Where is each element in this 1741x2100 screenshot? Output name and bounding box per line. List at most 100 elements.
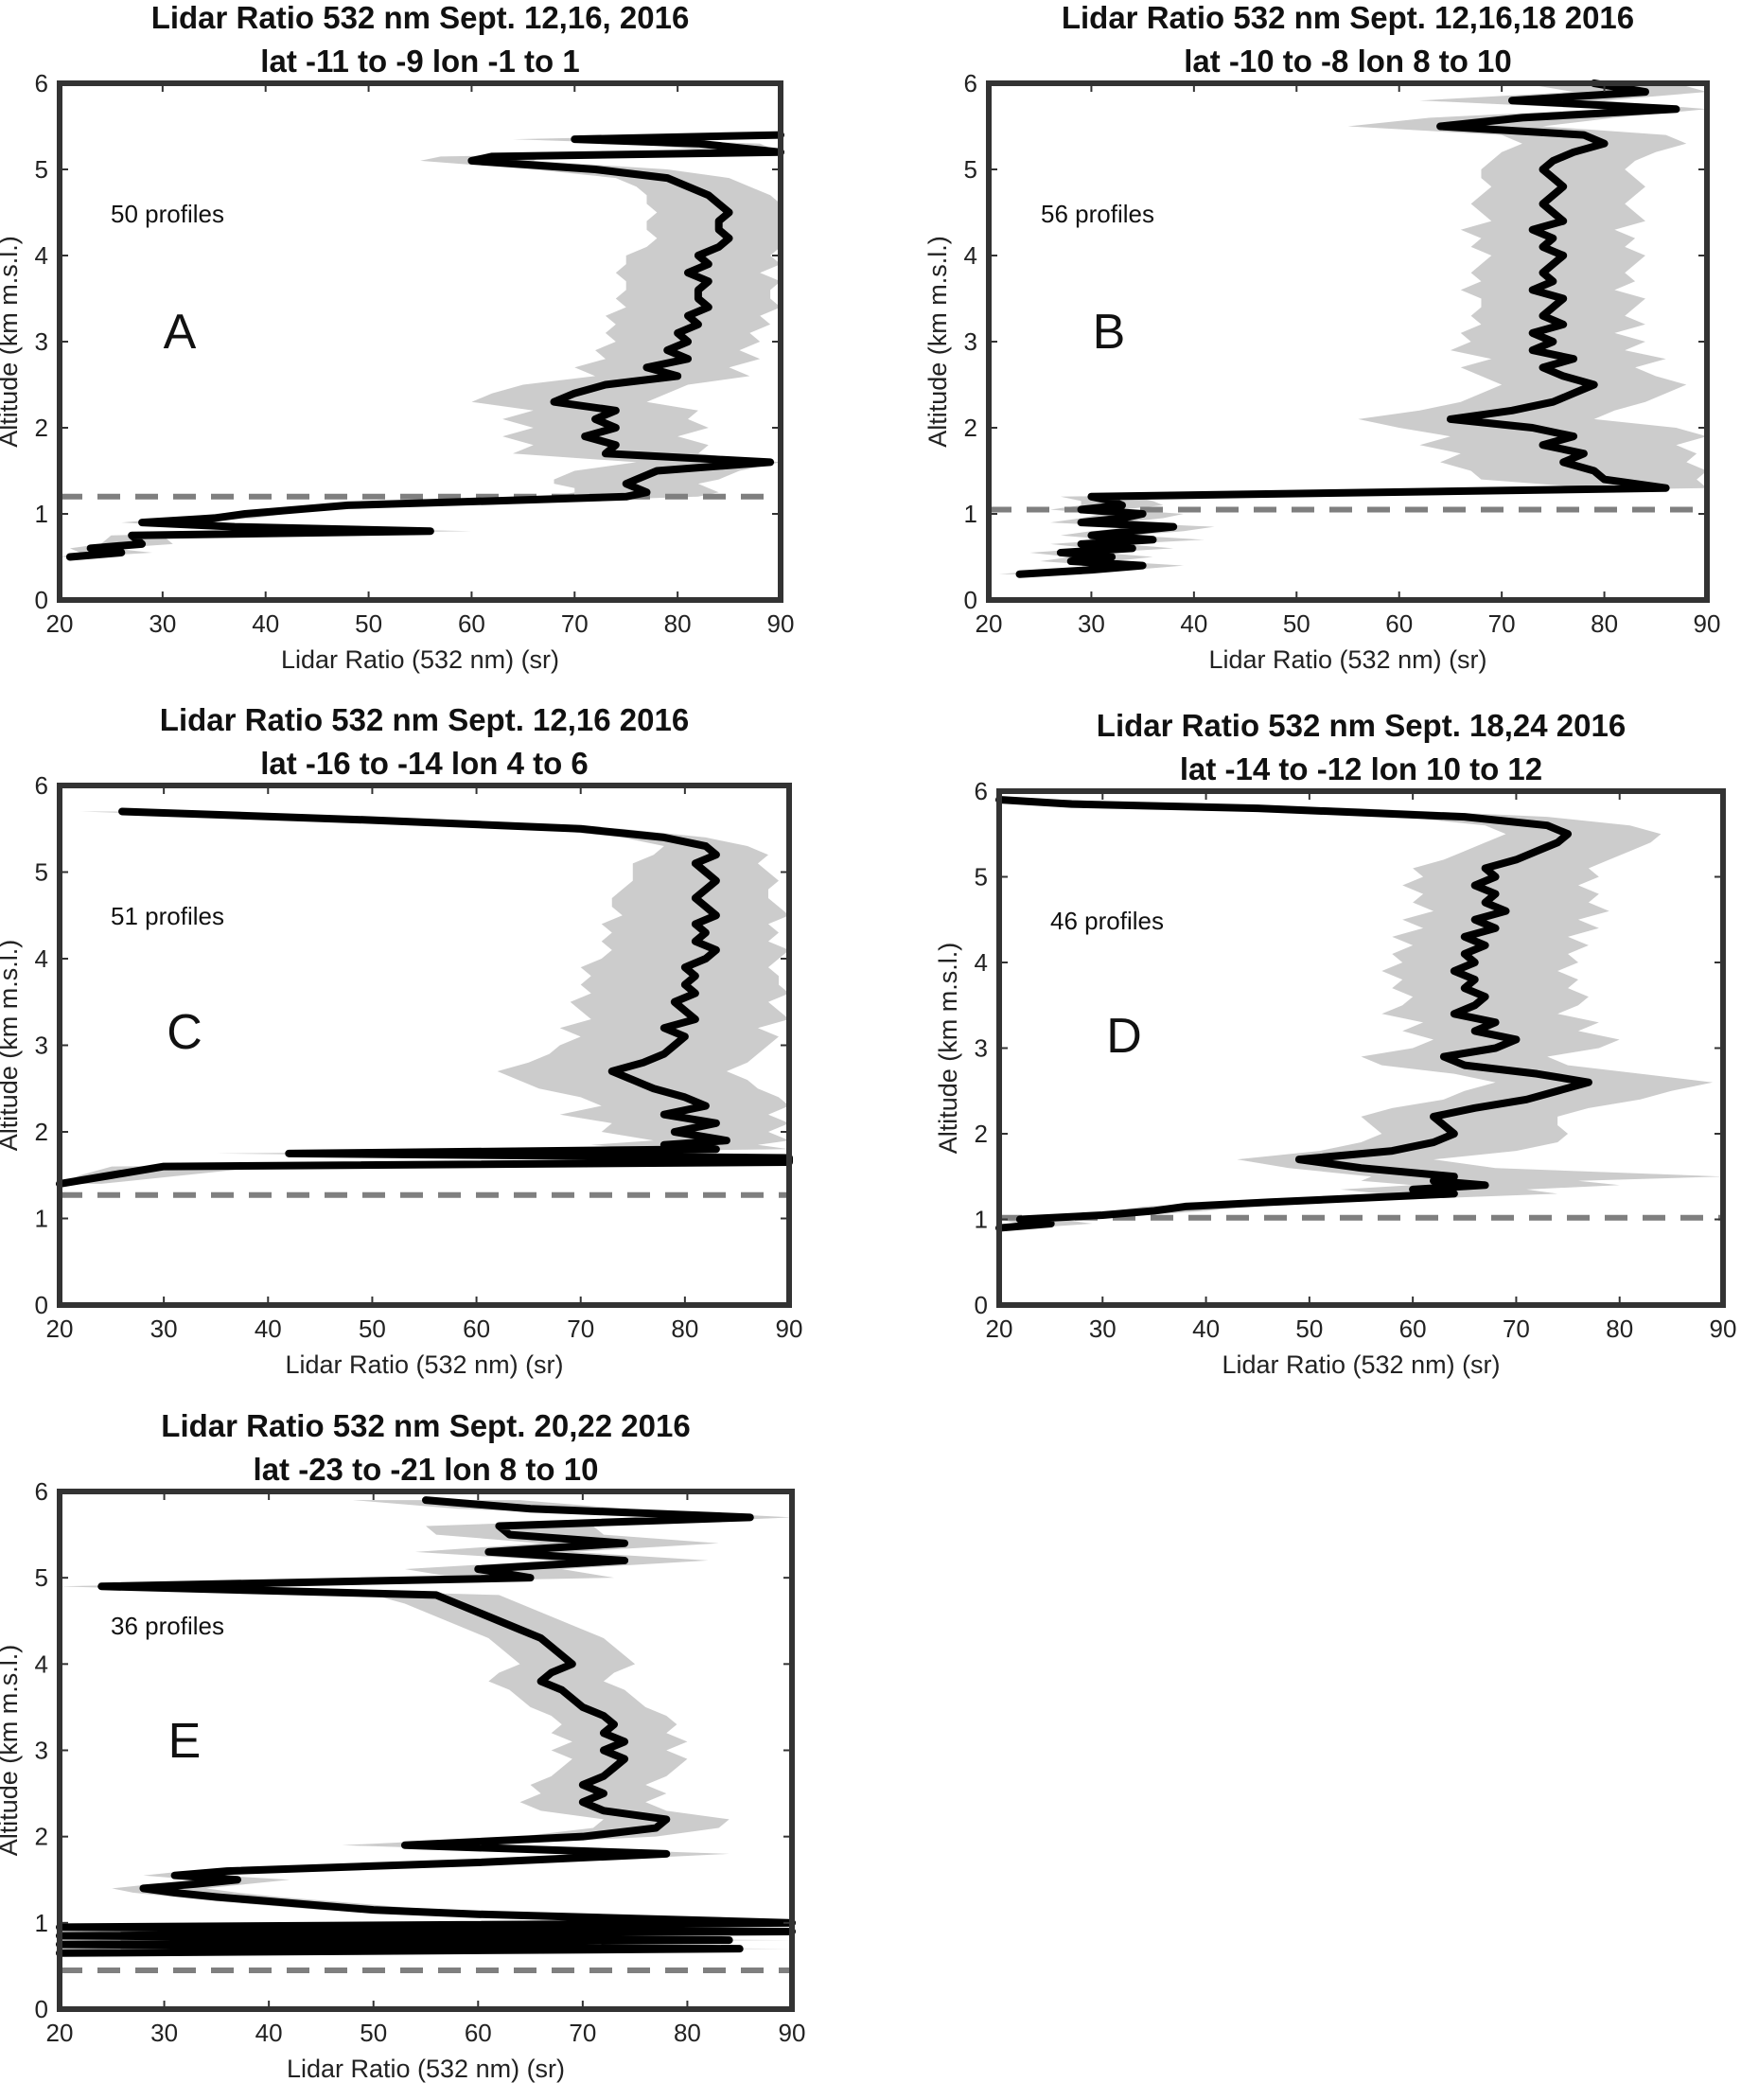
x-tick-label: 50 [355,609,382,638]
chart-title-line: lat -10 to -8 lon 8 to 10 [1184,44,1512,79]
y-tick-label: 0 [975,1291,988,1319]
panel-letter: C [167,1005,202,1060]
x-tick-label: 30 [1078,609,1105,638]
y-tick-label: 5 [35,858,48,887]
y-tick-label: 2 [35,414,48,442]
chart-title-line: Lidar Ratio 532 nm Sept. 12,16, 2016 [151,0,690,35]
x-tick-label: 90 [776,1315,803,1343]
y-tick-label: 1 [35,1205,48,1233]
x-tick-label: 30 [149,609,176,638]
y-tick-label: 2 [975,1120,988,1148]
y-tick-label: 5 [975,863,988,891]
y-tick-label: 3 [35,327,48,356]
panel-letter: A [164,305,197,360]
x-axis-label: Lidar Ratio (532 nm) (sr) [281,645,559,674]
chart-panel-a: Lidar Ratio 532 nm Sept. 12,16, 2016 lat … [0,0,794,674]
x-tick-label: 20 [46,609,74,638]
x-tick-label: 70 [567,1315,594,1343]
x-tick-label: 80 [671,1315,698,1343]
y-tick-label: 3 [35,1737,48,1765]
x-tick-label: 80 [1591,609,1618,638]
panel-letter: B [1093,305,1126,360]
x-tick-label: 20 [986,1315,1013,1343]
y-tick-label: 3 [975,1034,988,1063]
x-tick-label: 70 [561,609,589,638]
x-tick-label: 70 [1488,609,1516,638]
y-tick-label: 1 [35,500,48,528]
y-tick-label: 0 [35,1291,48,1319]
chart-title-line: lat -11 to -9 lon -1 to 1 [260,44,579,79]
chart-title-line: Lidar Ratio 532 nm Sept. 12,16 2016 [160,702,689,737]
profile-count-annotation: 46 profiles [1050,907,1164,935]
panel-letter: D [1106,1009,1142,1064]
y-tick-label: 3 [964,327,977,356]
y-tick-label: 6 [35,69,48,97]
x-tick-label: 70 [1503,1315,1530,1343]
x-tick-label: 30 [150,1315,178,1343]
x-tick-label: 40 [1180,609,1207,638]
y-tick-label: 6 [35,1477,48,1506]
x-tick-label: 50 [359,1315,386,1343]
x-tick-label: 60 [458,609,485,638]
x-tick-label: 40 [255,2019,283,2047]
y-tick-label: 4 [975,948,988,977]
spread-band [999,800,1723,1228]
profile-count-annotation: 51 profiles [111,902,224,930]
x-axis-label: Lidar Ratio (532 nm) (sr) [1222,1350,1500,1379]
x-tick-label: 30 [1089,1315,1117,1343]
spread-band [60,811,789,1184]
y-tick-label: 6 [975,777,988,805]
x-tick-label: 80 [674,2019,701,2047]
x-tick-label: 60 [1399,1315,1427,1343]
y-tick-label: 6 [964,69,977,97]
x-tick-label: 90 [767,609,795,638]
x-axis-label: Lidar Ratio (532 nm) (sr) [287,2055,565,2083]
x-tick-label: 20 [46,2019,74,2047]
x-tick-label: 60 [465,2019,492,2047]
y-tick-label: 0 [35,586,48,614]
y-tick-label: 5 [35,155,48,184]
x-tick-label: 80 [664,609,692,638]
profile-count-annotation: 36 profiles [111,1612,224,1640]
x-tick-label: 50 [1283,609,1310,638]
y-tick-label: 6 [35,771,48,800]
x-tick-label: 50 [1295,1315,1323,1343]
y-tick-label: 1 [964,500,977,528]
mean-profile-line [995,796,1592,1232]
y-axis-label: Altitude (km m.s.l.) [934,943,962,1155]
x-tick-label: 20 [976,609,1003,638]
y-tick-label: 2 [35,1823,48,1851]
x-tick-label: 60 [1385,609,1413,638]
x-axis-label: Lidar Ratio (532 nm) (sr) [285,1350,563,1379]
x-tick-label: 80 [1606,1315,1633,1343]
y-tick-label: 5 [35,1563,48,1592]
profile-count-annotation: 50 profiles [111,200,224,228]
x-tick-label: 30 [150,2019,178,2047]
x-tick-label: 40 [252,609,279,638]
y-tick-label: 4 [964,241,977,270]
y-axis-label: Altitude (km m.s.l.) [0,236,23,448]
x-tick-label: 90 [1710,1315,1737,1343]
chart-title-line: Lidar Ratio 532 nm Sept. 12,16,18 2016 [1062,0,1634,35]
x-tick-label: 60 [463,1315,490,1343]
x-tick-label: 90 [779,2019,806,2047]
y-tick-label: 1 [975,1206,988,1234]
chart-panel-d: Lidar Ratio 532 nm Sept. 18,24 2016 lat -… [934,708,1736,1379]
x-axis-label: Lidar Ratio (532 nm) (sr) [1208,645,1486,674]
x-tick-label: 40 [255,1315,282,1343]
y-axis-label: Altitude (km m.s.l.) [0,1645,23,1857]
mean-profile-line [1015,79,1680,578]
x-tick-label: 70 [569,2019,596,2047]
chart-title-line: Lidar Ratio 532 nm Sept. 20,22 2016 [161,1408,690,1443]
y-tick-label: 4 [35,944,48,973]
chart-panel-e: Lidar Ratio 532 nm Sept. 20,22 2016 lat -… [0,1408,805,2083]
y-tick-label: 2 [35,1118,48,1146]
panel-letter: E [168,1714,202,1769]
mean-profile-line [65,131,784,561]
chart-title-line: lat -16 to -14 lon 4 to 6 [260,746,589,781]
x-tick-label: 40 [1192,1315,1220,1343]
spread-band [998,83,1707,574]
spread-band [60,134,781,557]
y-axis-label: Altitude (km m.s.l.) [923,236,952,448]
